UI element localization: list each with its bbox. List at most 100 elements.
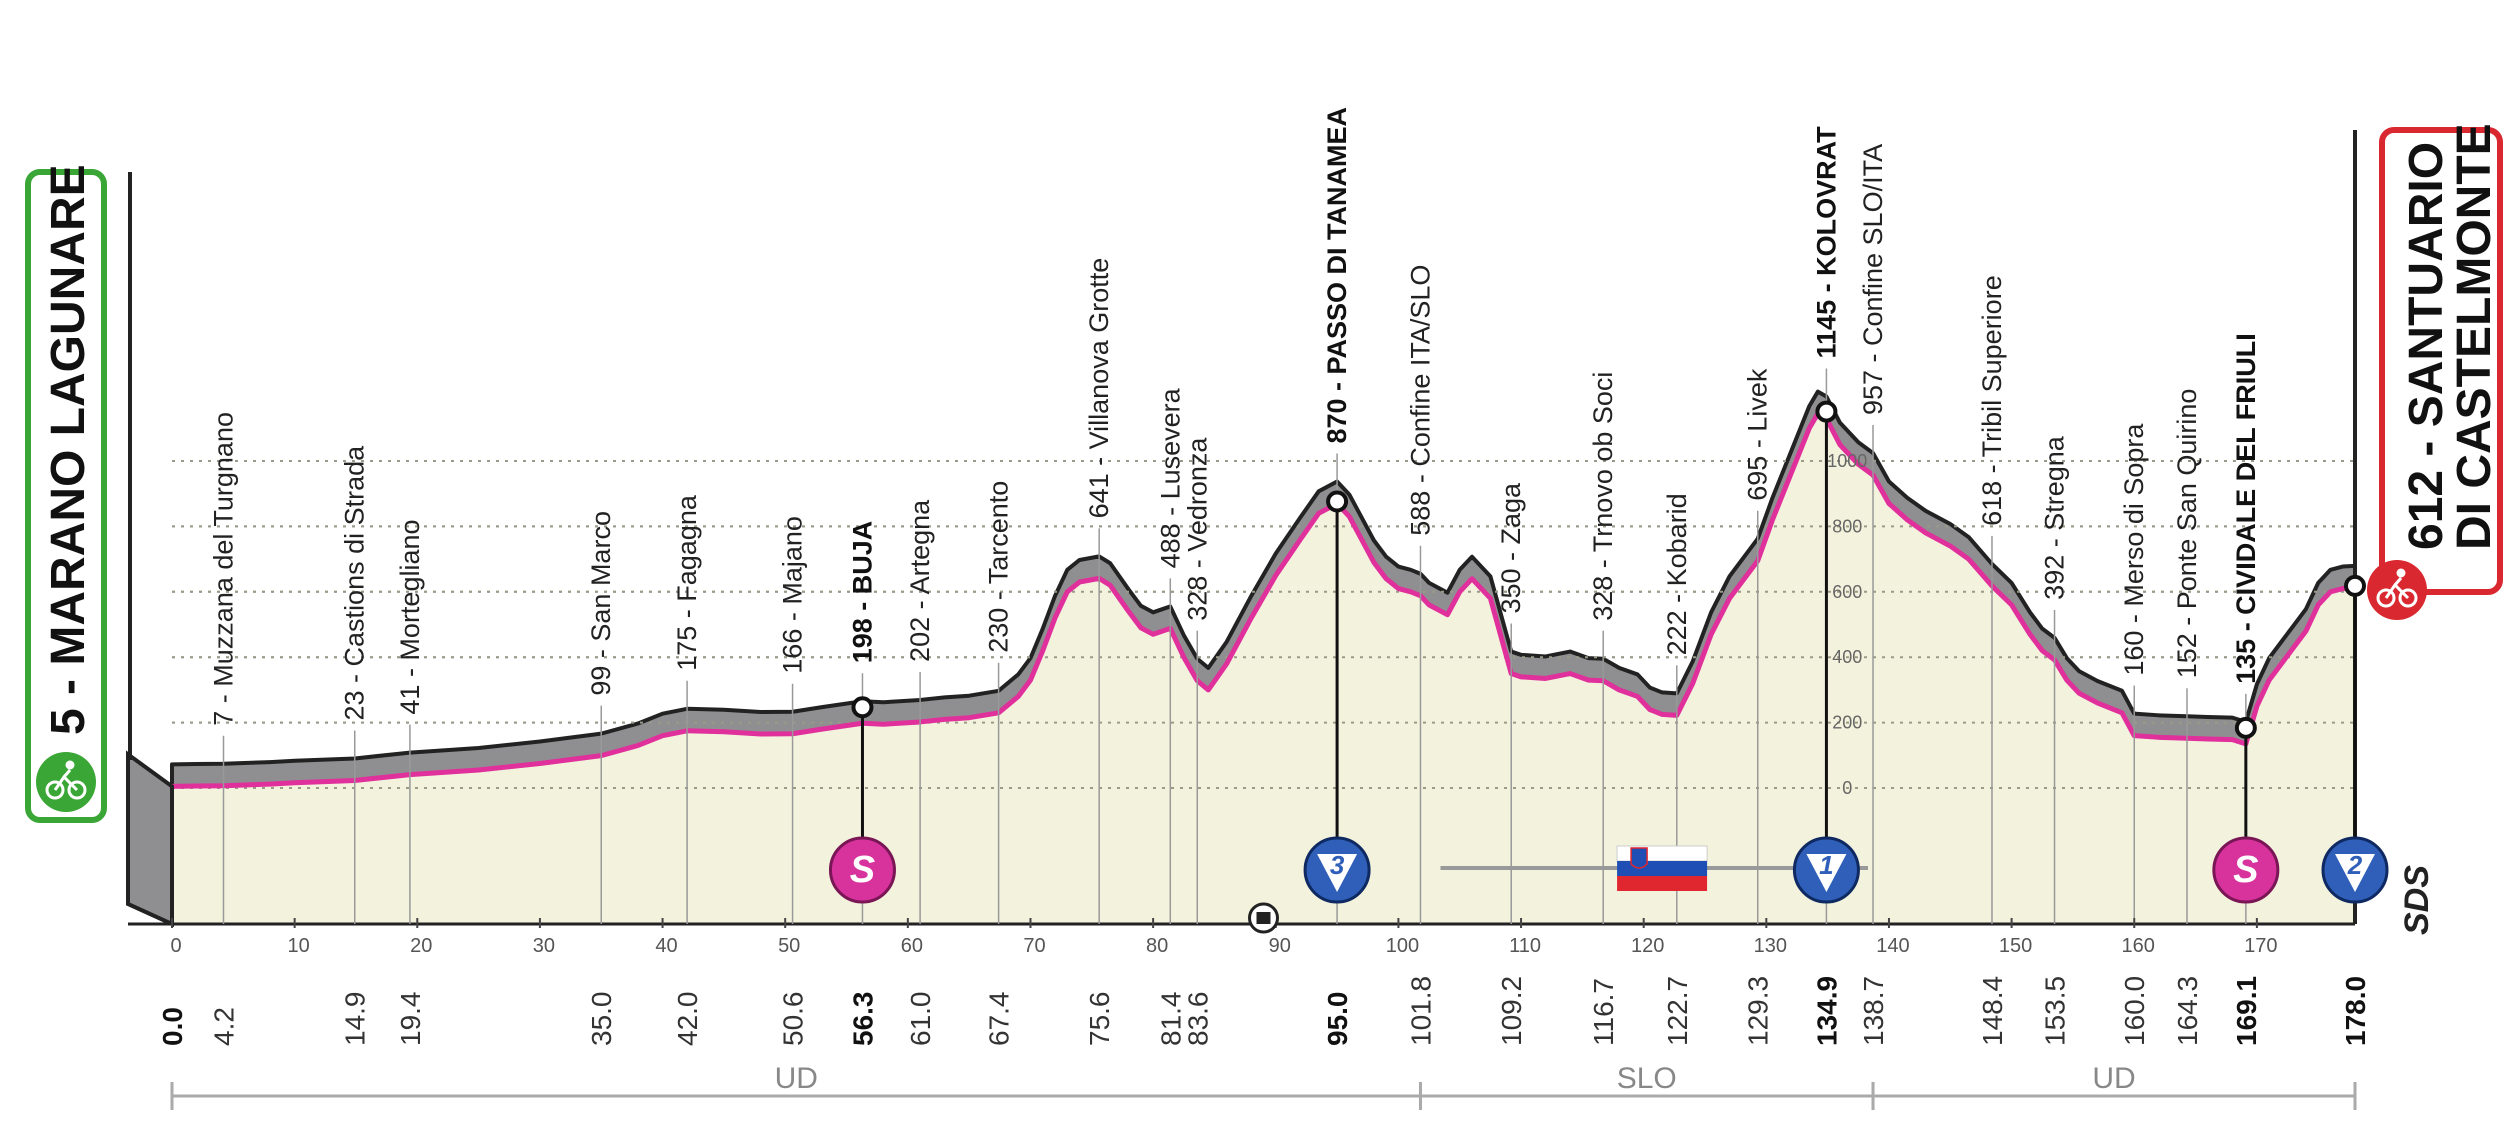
distance-tick: 100	[1386, 935, 1419, 957]
badge-pin	[1326, 490, 1349, 513]
waypoint-label: 99 - San Marco	[586, 511, 616, 696]
badge-text: 2	[2347, 850, 2363, 880]
feed-zone-bag	[1256, 912, 1271, 924]
badge-pin	[2234, 716, 2257, 739]
distance-marker: 50.6	[778, 992, 809, 1047]
profile-fill	[172, 413, 2355, 924]
distance-marker: 81.4	[1155, 992, 1186, 1047]
distance-marker: 129.3	[1743, 976, 1774, 1046]
distance-tick: 150	[1999, 935, 2032, 957]
distance-marker: 148.4	[1977, 976, 2008, 1046]
start-cyclist-icon	[36, 752, 96, 812]
waypoint-label: 618 - Tribil Superiore	[1977, 275, 2007, 526]
distance-marker: 35.0	[586, 992, 617, 1047]
distance-tick: 60	[901, 935, 923, 957]
flag-coat-of-arms	[1630, 847, 1648, 869]
altitude-tick: 800	[1832, 516, 1862, 536]
waypoint-label: 166 - Majano	[778, 516, 808, 674]
distance-tick: 140	[1876, 935, 1909, 957]
waypoint-label: 488 - Lusevera	[1155, 387, 1185, 568]
finish-city-line2: DI CASTELMONTE	[2448, 123, 2501, 550]
distance-marker: 153.5	[2040, 976, 2071, 1046]
distance-marker: 0.0	[157, 1007, 188, 1046]
distance-marker: 67.4	[984, 992, 1015, 1047]
distance-marker: 19.4	[395, 992, 426, 1047]
distance-marker: 4.2	[209, 1007, 240, 1046]
start-box: 5 - MARANO LAGUNARE	[25, 164, 107, 823]
distance-tick: 110	[1509, 935, 1541, 957]
distance-marker: 134.9	[1811, 976, 1842, 1046]
distance-tick: 20	[410, 935, 432, 957]
badge-pin	[1815, 400, 1838, 423]
waypoint-label: 328 - Trnovo ob Soci	[1588, 372, 1618, 621]
distance-tick: 40	[655, 935, 677, 957]
region-label: SLO	[1617, 1062, 1677, 1095]
climb-and-sprint-badges: S 3 1 S 2	[828, 400, 2389, 904]
start-city-label: 5 - MARANO LAGUNARE	[42, 164, 95, 735]
waypoint-label: 152 - Ponte San Quirino	[2172, 389, 2202, 679]
badge-pin	[2344, 574, 2366, 597]
distance-marker: 42.0	[672, 992, 703, 1047]
distance-marker: 83.6	[1182, 992, 1213, 1047]
distance-marker: 109.2	[1496, 976, 1527, 1046]
distance-tick: 10	[288, 935, 310, 957]
altitude-tick: 200	[1832, 713, 1862, 733]
waypoint-label: 230 - Tarcento	[984, 481, 1014, 653]
distance-marker-labels: 0.0 4.2 14.9 19.4 35.0 42.0 50.6 56.3 61.0 67.4 75…	[157, 976, 2371, 1046]
distance-marker: 160.0	[2119, 976, 2150, 1046]
climb-badge-triangle	[1806, 854, 1847, 892]
waypoint-label: 135 - CIVIDALE DEL FRIULI	[2231, 333, 2261, 684]
waypoint-label: 198 - BUJA	[847, 521, 877, 664]
region-brackets: UD SLO UD	[170, 1062, 2357, 1110]
badge-pin	[851, 696, 874, 719]
altitude-tick-labels: 200 400 600 800 1000 0	[1827, 451, 1867, 798]
finish-box: 612 - SANTUARIO DI CASTELMONTE	[2367, 123, 2503, 620]
distance-tick: 90	[1269, 935, 1291, 957]
profile-line	[171, 411, 2356, 789]
region-label: UD	[2092, 1062, 2135, 1095]
waypoint-label: 957 - Confine SLO/ITA	[1858, 144, 1888, 415]
altitude-tick: 400	[1832, 647, 1862, 667]
distance-marker: 56.3	[847, 992, 878, 1047]
distance-marker: 101.8	[1405, 976, 1436, 1046]
profile-left-side	[126, 750, 174, 928]
distance-tick: 80	[1146, 935, 1168, 957]
waypoint-label: 7 - Muzzana del Turgnano	[209, 412, 239, 726]
altitude-tick-zero: 0	[1842, 778, 1852, 798]
waypoint-label: 41 - Mortegliano	[395, 519, 425, 714]
waypoint-label: 870 - PASSO DI TANAMEA	[1322, 107, 1352, 444]
altitude-tick: 1000	[1827, 451, 1867, 471]
distance-tick: 120	[1631, 935, 1664, 957]
distance-marker: 169.1	[2231, 976, 2262, 1046]
distance-tick-labels: 0 10 20 30 40 50 60 70 80 90 100 110 120 130 140 150 160…	[170, 918, 2278, 957]
badge-text: S	[850, 849, 875, 891]
distance-tick: 0	[170, 935, 181, 957]
distance-marker: 14.9	[340, 992, 371, 1047]
flag-stripe-red	[1617, 876, 1708, 891]
finish-city-line1: 612 - SANTUARIO	[2400, 142, 2453, 550]
distance-tick: 30	[533, 935, 555, 957]
waypoint-label: 222 - Kobarid	[1662, 493, 1692, 655]
waypoint-label: 588 - Confine ITA/SLO	[1405, 265, 1435, 536]
sprint-badge	[2212, 836, 2280, 904]
waypoint-label: 641 - Villanova Grotte	[1084, 258, 1114, 519]
waypoint-label: 328 - Vedronza	[1182, 437, 1212, 621]
waypoint-label: 202 - Artegna	[905, 499, 935, 662]
distance-marker: 178.0	[2340, 976, 2371, 1046]
distance-marker: 75.6	[1084, 992, 1115, 1047]
badge-text: 3	[1330, 850, 1345, 880]
distance-tick: 70	[1023, 935, 1045, 957]
finish-cyclist-icon	[2367, 560, 2427, 620]
distance-marker: 122.7	[1662, 976, 1693, 1046]
distance-tick: 160	[2122, 935, 2155, 957]
waypoint-labels: 7 - Muzzana del Turgnano 23 - Castions di…	[209, 107, 2261, 726]
climb-badge-triangle	[1317, 854, 1358, 892]
profile-area	[126, 130, 2357, 928]
waypoint-label: 392 - Stregna	[2040, 435, 2070, 600]
start-cyclist-glyph	[45, 760, 87, 800]
distance-tick: 130	[1754, 935, 1787, 957]
waypoint-label: 23 - Castions di Strada	[340, 445, 370, 721]
badge-text: 1	[1819, 850, 1833, 880]
waypoint-label: 175 - Fagagna	[672, 494, 702, 671]
